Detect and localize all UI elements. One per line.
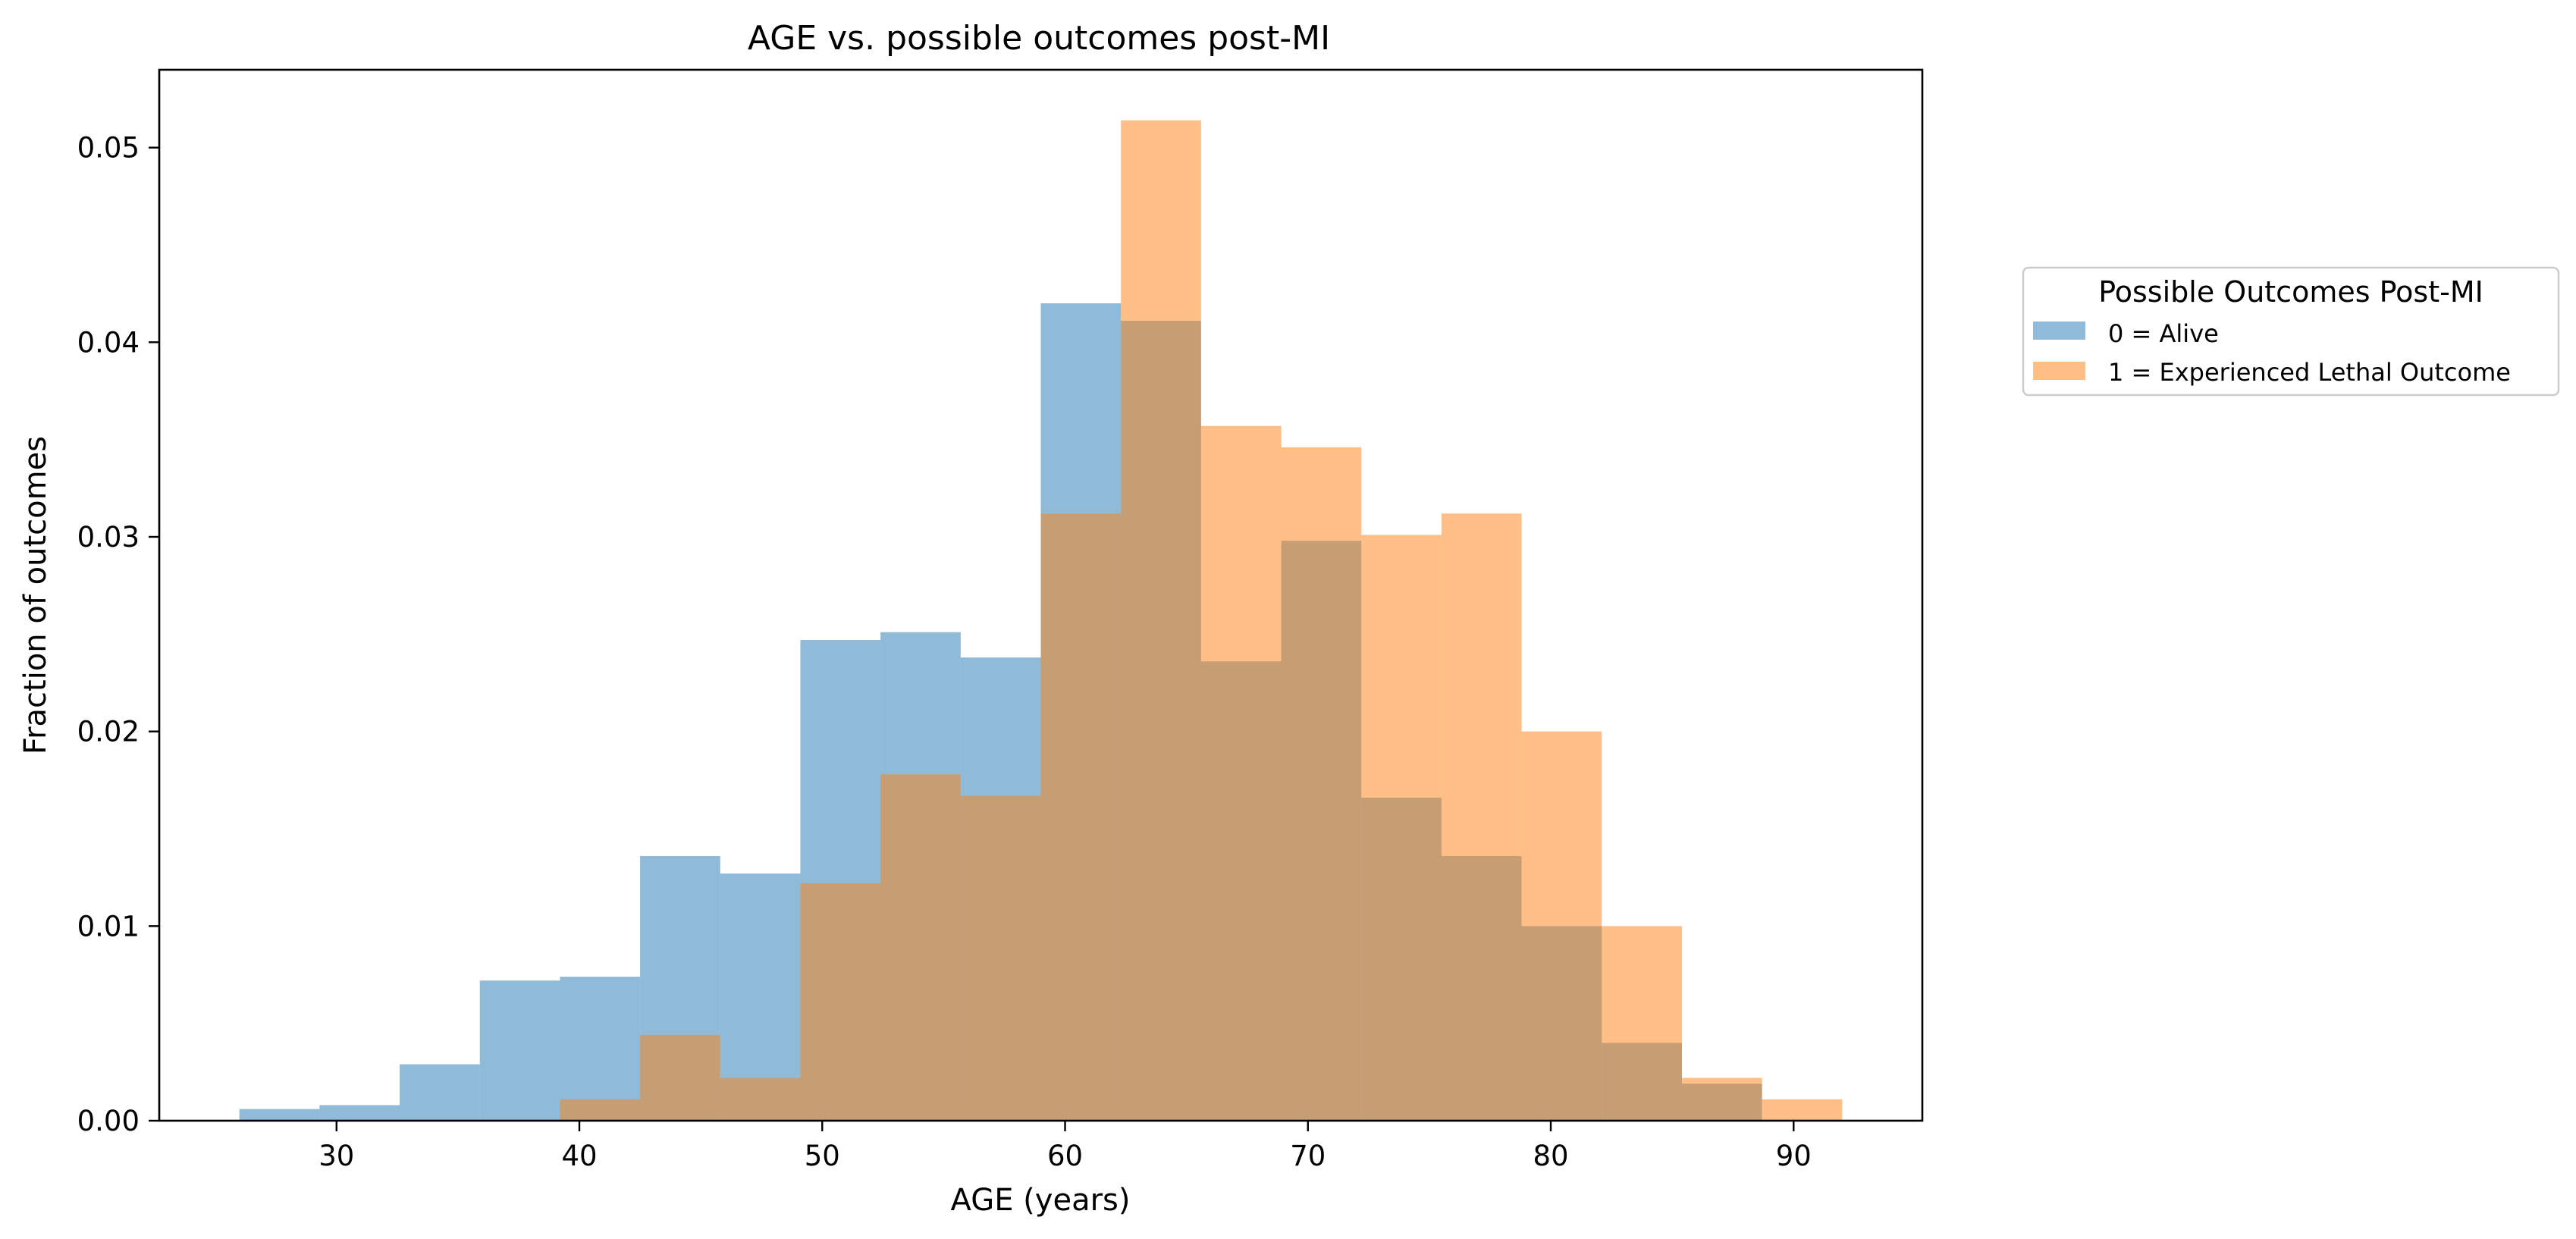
bar-series-1-bin-15 [1762, 1099, 1843, 1121]
bar-series-0-bin-0 [239, 1109, 320, 1121]
y-tick-label-1: 0.01 [77, 910, 140, 943]
bar-series-1-bin-5 [960, 795, 1041, 1121]
bar-series-1-bin-9 [1281, 447, 1362, 1121]
x-tick-label-0: 30 [318, 1140, 354, 1172]
bar-series-1-bin-0 [560, 1099, 641, 1121]
legend-frame [2022, 266, 2560, 397]
x-tick-label-1: 40 [561, 1140, 597, 1172]
bar-series-1-bin-6 [1040, 513, 1122, 1121]
bar-series-0-bin-4 [560, 977, 641, 1121]
legend-swatch-lethal [2033, 362, 2085, 380]
y-tick-label-0: 0.00 [77, 1105, 140, 1137]
bar-series-1-bin-13 [1602, 926, 1682, 1121]
x-axis-label: AGE (years) [951, 1183, 1131, 1218]
bar-series-1-bin-4 [880, 774, 961, 1121]
y-tick-label-2: 0.02 [77, 716, 140, 748]
bar-series-1-bin-2 [720, 1077, 801, 1121]
bar-series-1-bin-3 [800, 883, 881, 1121]
x-tick-label-4: 70 [1290, 1140, 1326, 1172]
bar-series-1-bin-1 [640, 1035, 720, 1121]
y-tick-label-5: 0.05 [77, 132, 140, 165]
bars-layer [239, 120, 1843, 1121]
bar-series-1-bin-12 [1521, 731, 1602, 1121]
bar-series-0-bin-2 [400, 1064, 480, 1121]
bar-series-1-bin-11 [1441, 513, 1522, 1121]
plot-frame [158, 68, 1924, 1122]
x-tick-label-2: 50 [805, 1140, 840, 1172]
legend-swatch-alive [2033, 322, 2085, 340]
y-tick-label-3: 0.03 [77, 521, 140, 554]
y-tick-label-4: 0.04 [77, 326, 140, 359]
chart-title: AGE vs. possible outcomes post-MI [748, 19, 1330, 58]
legend-label-alive: 0 = Alive [2108, 319, 2219, 348]
y-axis-label: Fraction of outcomes [18, 436, 53, 754]
x-tick-label-6: 90 [1776, 1140, 1812, 1172]
y-axis: 0.00 0.01 0.02 0.03 0.04 0.05 [77, 132, 159, 1137]
bar-series-0-bin-1 [319, 1105, 400, 1121]
legend: Possible Outcomes Post-MI 0 = Alive 1 = … [2022, 266, 2560, 397]
bar-series-1-bin-7 [1121, 120, 1201, 1121]
bar-series-1-bin-14 [1681, 1077, 1762, 1121]
x-tick-label-3: 60 [1047, 1140, 1083, 1172]
bar-series-1-bin-8 [1200, 425, 1282, 1121]
legend-label-lethal: 1 = Experienced Lethal Outcome [2108, 358, 2511, 387]
bar-series-0-bin-3 [479, 980, 560, 1121]
legend-title: Possible Outcomes Post-MI [2098, 275, 2483, 309]
bar-series-1-bin-10 [1361, 535, 1442, 1121]
x-axis: 30 40 50 60 70 80 90 [318, 1121, 1812, 1172]
x-tick-label-5: 80 [1533, 1140, 1568, 1172]
